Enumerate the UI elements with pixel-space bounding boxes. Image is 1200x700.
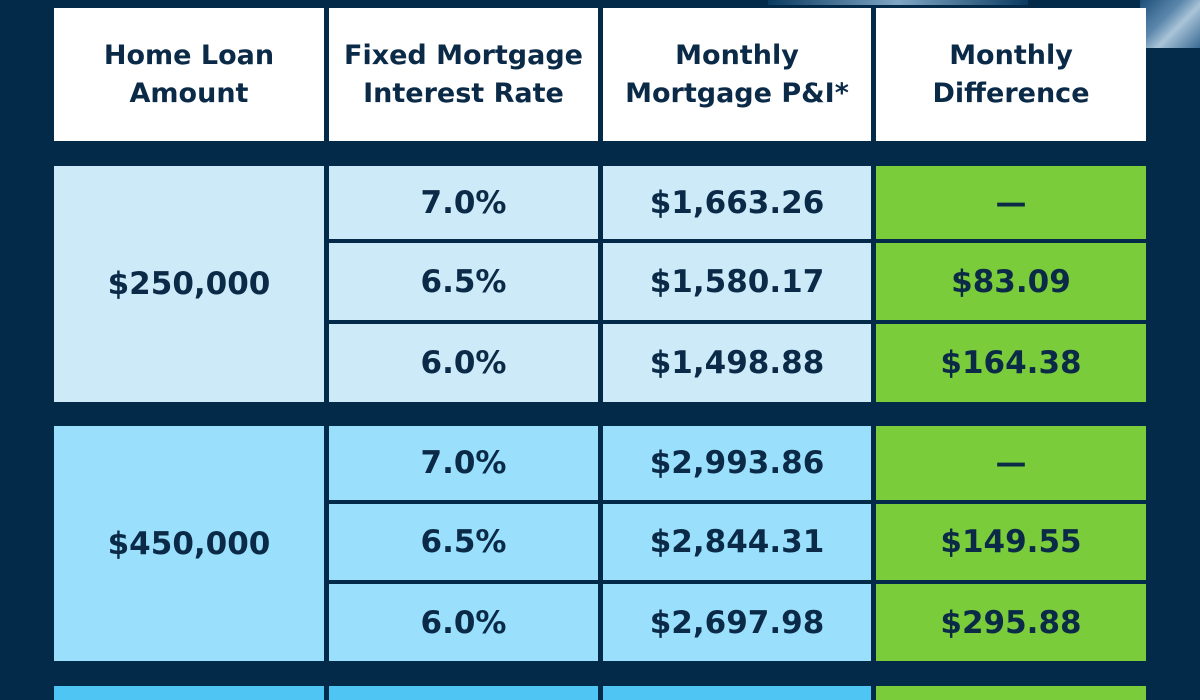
rate-cell: 6.5% <box>329 504 598 580</box>
payment-cell: $2,993.86 <box>603 426 871 500</box>
difference-cell <box>876 686 1146 700</box>
loan-amount-cell: $450,000 <box>54 426 324 661</box>
difference-cell: — <box>876 426 1146 500</box>
rate-cell: 6.5% <box>329 243 598 320</box>
header-interest-rate: Fixed Mortgage Interest Rate <box>329 8 598 141</box>
header-loan-amount: Home Loan Amount <box>54 8 324 141</box>
loan-amount-cell <box>54 686 324 700</box>
payment-cell: $1,498.88 <box>603 324 871 402</box>
rate-cell: 6.0% <box>329 584 598 661</box>
payment-cell: $2,697.98 <box>603 584 871 661</box>
rate-cell: 6.0% <box>329 324 598 402</box>
difference-cell: $83.09 <box>876 243 1146 320</box>
difference-cell: $164.38 <box>876 324 1146 402</box>
rate-cell: 7.0% <box>329 426 598 500</box>
loan-amount-cell: $250,000 <box>54 166 324 402</box>
decorative-photo-corner <box>1140 0 1200 48</box>
difference-cell: $295.88 <box>876 584 1146 661</box>
difference-cell: $149.55 <box>876 504 1146 580</box>
payment-cell: $1,580.17 <box>603 243 871 320</box>
difference-cell: — <box>876 166 1146 239</box>
header-monthly-difference: Monthly Difference <box>876 8 1146 141</box>
decorative-photo-strip <box>768 0 1028 5</box>
rate-cell: 7.0% <box>329 166 598 239</box>
header-monthly-pi: Monthly Mortgage P&I* <box>603 8 871 141</box>
payment-cell: $2,844.31 <box>603 504 871 580</box>
rate-cell <box>329 686 598 700</box>
payment-cell <box>603 686 871 700</box>
payment-cell: $1,663.26 <box>603 166 871 239</box>
